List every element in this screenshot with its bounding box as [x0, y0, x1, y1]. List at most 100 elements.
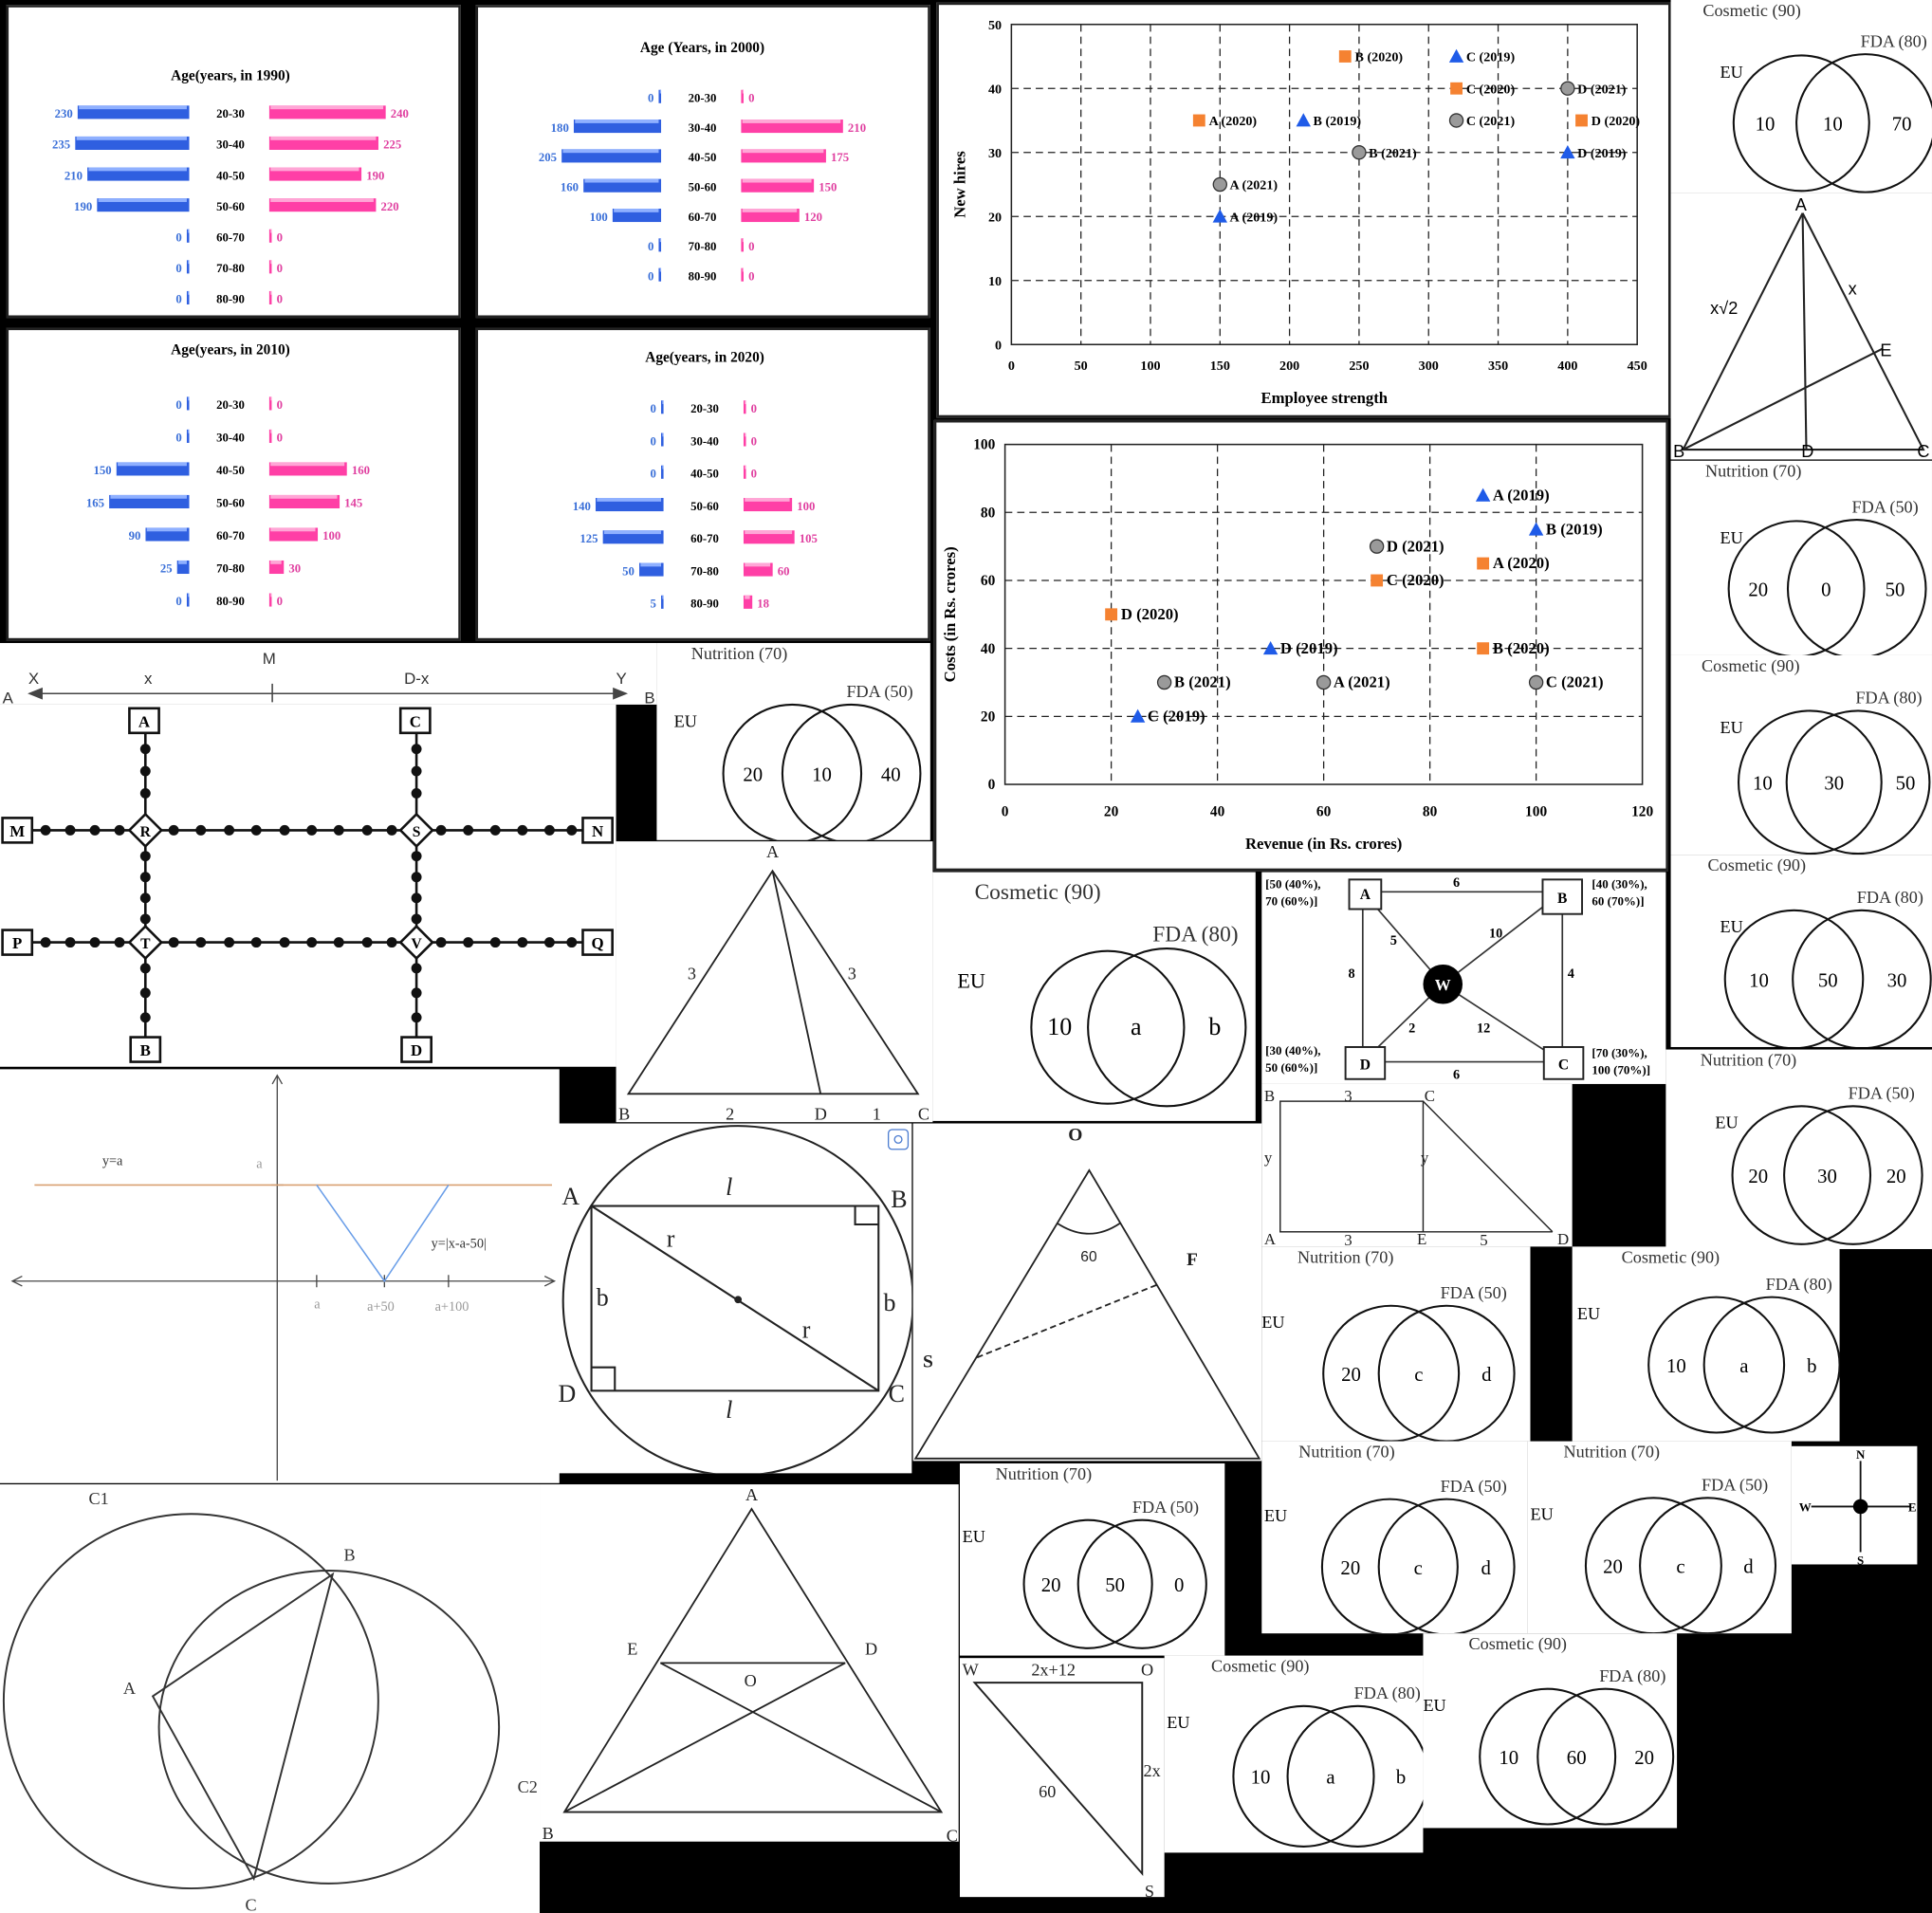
male-bar-highlight — [640, 562, 662, 567]
point-2019-marker — [1212, 209, 1228, 223]
y-tick-label: 30 — [988, 146, 1002, 161]
venn-right-value: 70 — [1892, 114, 1912, 136]
venn-right-label: FDA (50) — [1132, 1498, 1199, 1518]
age-group-label: 60-70 — [216, 529, 245, 543]
point-2021-marker — [1316, 674, 1332, 690]
edge-aw: 5 — [1390, 933, 1397, 948]
male-value-label: 125 — [580, 532, 598, 545]
venn-right-value: 50 — [1896, 773, 1916, 795]
age-group-label: 50-60 — [689, 180, 717, 193]
female-value-label: 225 — [383, 138, 401, 152]
venn-title: Cosmetic (90) — [975, 880, 1101, 905]
venn-left-value: 10 — [1047, 1013, 1072, 1040]
female-bar-highlight — [270, 429, 272, 433]
edge-da: 8 — [1349, 966, 1355, 982]
venn-left-label: EU — [963, 1527, 985, 1546]
male-value-label: 0 — [175, 432, 181, 445]
path-node — [250, 937, 262, 948]
female-value-label: 145 — [344, 497, 362, 510]
path-node — [139, 963, 151, 974]
venn-right-value: d — [1481, 1557, 1492, 1579]
female-bar-highlight — [270, 593, 272, 598]
age-group-label: 30-40 — [689, 121, 717, 135]
vertex-O: O — [1141, 1660, 1153, 1679]
male-value-label: 150 — [94, 464, 112, 477]
net-node-B: B — [1557, 891, 1567, 907]
point-2020-marker — [1477, 557, 1490, 570]
venn-svg: 20 30 20 Nutrition (70) EU FDA (50) — [1701, 1050, 1923, 1245]
female-bar-highlight — [270, 198, 374, 202]
x-tick-label: 450 — [1628, 359, 1647, 374]
compass-N: N — [1856, 1447, 1866, 1462]
age-group-label: 50-60 — [216, 200, 245, 213]
path-node — [279, 824, 290, 836]
venn-right-circle — [1377, 1304, 1516, 1442]
male-bar — [186, 593, 190, 607]
net-node-C: C — [1558, 1057, 1569, 1073]
male-value-label: 0 — [648, 92, 653, 105]
male-value-label: 50 — [622, 564, 635, 578]
female-bar-highlight — [270, 260, 272, 265]
x-tick-label: 120 — [1631, 803, 1653, 819]
point-label: D (2021) — [1387, 537, 1444, 555]
ann-a-2: 70 (60%)] — [1265, 894, 1317, 909]
venn-left-value: 20 — [1748, 1166, 1768, 1187]
point-C: C — [246, 1895, 257, 1913]
pyramid-2010: Age(years, in 2010) 20-30 0 0 30-40 0 0 40-50 15… — [6, 327, 461, 641]
venn-t5: 20 30 20 Nutrition (70) EU FDA (50) — [1665, 1049, 1932, 1249]
female-bar — [268, 290, 272, 304]
venn-left-circle — [1322, 1304, 1461, 1442]
rect-triangle-bcde: B C A E D 3 3 5 y y — [1261, 1083, 1573, 1247]
vertex-C: C — [947, 1827, 958, 1842]
venn-title: Cosmetic (90) — [1702, 1, 1800, 21]
point-label: D (2020) — [1121, 605, 1179, 623]
venn-left-label: EU — [1261, 1313, 1284, 1332]
x-tick-label: 0 — [1002, 803, 1009, 819]
point-label: A (2019) — [1230, 210, 1279, 225]
point-O: O — [745, 1671, 757, 1690]
segment-M: M — [263, 650, 276, 668]
male-bar — [661, 465, 664, 479]
venn-left-circle — [722, 703, 863, 840]
point-2019-marker — [1475, 487, 1491, 502]
male-bar — [658, 89, 662, 103]
male-value-label: 180 — [551, 121, 569, 135]
path-node — [139, 892, 151, 904]
triangle-abc-d: A B C D 3 3 2 1 — [616, 841, 933, 1123]
pyramid-svg: Age(years, in 2020) 20-30 0 0 30-40 0 0 40-50 0 0… — [573, 349, 818, 610]
segment-A: A — [3, 690, 14, 705]
ann-a-1: [50 (40%), — [1265, 876, 1320, 891]
path-node — [64, 824, 76, 836]
breadth-left: b — [597, 1284, 609, 1312]
venn-right-value: 50 — [1886, 579, 1905, 601]
point-2021-marker — [1369, 539, 1385, 554]
male-value-label: 160 — [561, 180, 579, 193]
venn-right-circle — [1286, 1704, 1424, 1848]
venn-left-circle — [1584, 1497, 1722, 1634]
compass: N S W E — [1791, 1445, 1918, 1565]
segment-x: x — [144, 670, 153, 688]
venn-left-value: 20 — [1340, 1557, 1360, 1579]
venn-overlap-value: c — [1414, 1364, 1423, 1386]
venn-svg: 10 10 70 Cosmetic (90) EU FDA (80) — [1702, 1, 1932, 193]
male-bar-highlight — [603, 530, 662, 535]
female-bar-highlight — [270, 527, 316, 532]
female-bar-highlight — [742, 238, 744, 243]
female-bar-highlight — [742, 208, 798, 212]
male-value-label: 0 — [648, 240, 653, 253]
venn-right-label: FDA (80) — [1152, 922, 1238, 947]
venn-svg: 10 60 20 Cosmetic (90) EU FDA (80) — [1423, 1634, 1675, 1826]
network-diagram: A B D C W 6 4 6 8 5 10 12 2 [50 (40%), 7… — [1261, 872, 1666, 1084]
female-value-label: 190 — [366, 169, 384, 182]
x-tick-a: a — [314, 1297, 321, 1312]
age-group-label: 30-40 — [216, 138, 245, 152]
venn-left-circle — [1022, 1518, 1153, 1649]
path-node — [566, 824, 578, 836]
venn-left-value: 20 — [743, 763, 763, 785]
female-bar-highlight — [745, 530, 793, 535]
venn-overlap-value: 50 — [1818, 969, 1838, 991]
vertex-C: C — [1425, 1087, 1435, 1105]
side-top-label: 2x+12 — [1031, 1660, 1076, 1679]
venn-left-label: EU — [1720, 718, 1743, 737]
